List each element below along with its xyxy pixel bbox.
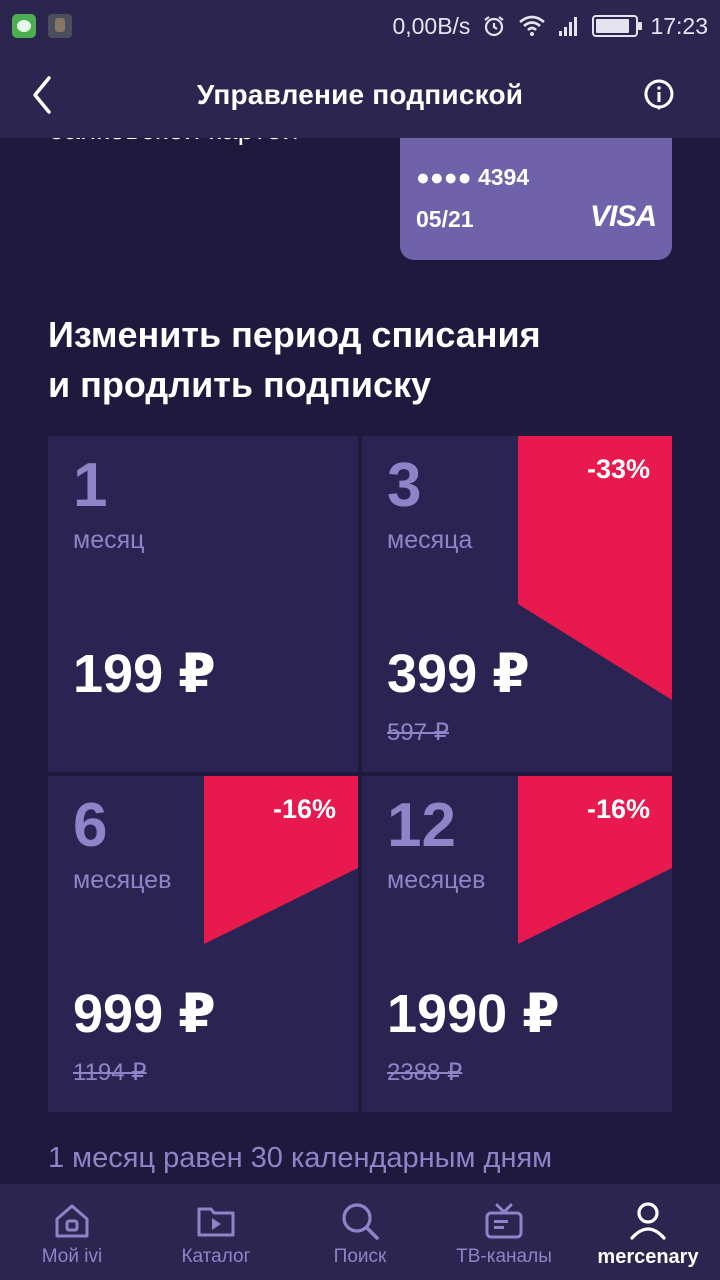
bank-card[interactable]: ●●●● 4394 05/21 VISA bbox=[400, 138, 672, 260]
plan-unit: месяца bbox=[387, 526, 473, 554]
nav-label: Мой ivi bbox=[41, 1246, 103, 1267]
plan-unit: месяцев bbox=[73, 866, 172, 894]
plan-duration: 1 bbox=[73, 451, 108, 520]
plan-old-price: 1194 ₽ bbox=[73, 1059, 147, 1086]
nav-label: ТВ-каналы bbox=[456, 1246, 552, 1267]
plan-tile-12-months[interactable]: -16% 12 месяцев 1990 ₽ 2388 ₽ bbox=[362, 776, 672, 1112]
page-title: Управление подпиской bbox=[196, 79, 524, 110]
nav-label: Поиск bbox=[333, 1246, 387, 1267]
app-header: Управление подпиской bbox=[0, 52, 720, 138]
signal-icon bbox=[558, 15, 580, 37]
discount-ribbon bbox=[518, 436, 672, 700]
discount-badge: -16% bbox=[272, 794, 336, 824]
period-footnote: 1 месяц равен 30 календарным дням bbox=[48, 1142, 553, 1174]
nav-item-tv-channels[interactable]: ТВ-каналы bbox=[432, 1184, 576, 1280]
discount-badge: -33% bbox=[586, 454, 650, 484]
network-speed: 0,00B/s bbox=[392, 12, 471, 39]
plan-price: 399 ₽ bbox=[387, 644, 530, 704]
home-icon bbox=[52, 1198, 92, 1244]
plan-price: 199 ₽ bbox=[73, 644, 216, 704]
plan-tile-3-months[interactable]: -33% 3 месяца 399 ₽ 597 ₽ bbox=[362, 436, 672, 772]
nav-item-my-ivi[interactable]: Мой ivi bbox=[0, 1184, 144, 1280]
plan-tile-1-month[interactable]: 1 месяц 199 ₽ bbox=[48, 436, 358, 772]
bottom-nav: Мой ivi Каталог Поиск ТВ-каналы mercenar… bbox=[0, 1184, 720, 1280]
info-icon bbox=[644, 79, 674, 110]
plan-unit: месяцев bbox=[387, 866, 486, 894]
plan-grid: 1 месяц 199 ₽ -33% 3 месяца 399 ₽ 597 ₽ … bbox=[48, 436, 672, 1112]
nav-label: mercenary bbox=[597, 1246, 699, 1268]
section-title-line-1: Изменить период списания bbox=[48, 314, 541, 355]
visa-logo: VISA bbox=[589, 200, 657, 233]
discount-ribbon bbox=[204, 776, 358, 944]
back-button[interactable] bbox=[22, 72, 62, 118]
content-area: банковской картой ●●●● 4394 05/21 VISA И… bbox=[0, 138, 720, 1184]
nav-item-catalog[interactable]: Каталог bbox=[144, 1184, 288, 1280]
plan-old-price: 597 ₽ bbox=[387, 719, 449, 746]
discount-ribbon bbox=[518, 776, 672, 944]
nav-item-profile[interactable]: mercenary bbox=[576, 1184, 720, 1280]
chevron-left-icon bbox=[33, 76, 51, 114]
catalog-icon bbox=[195, 1198, 237, 1244]
battery-icon bbox=[592, 15, 643, 37]
payment-method-text: банковской картой bbox=[48, 138, 298, 147]
plan-duration: 3 bbox=[387, 451, 422, 520]
plan-old-price: 2388 ₽ bbox=[387, 1059, 463, 1086]
wifi-icon bbox=[518, 15, 546, 37]
nav-label: Каталог bbox=[181, 1246, 251, 1267]
plan-unit: месяц bbox=[73, 526, 145, 554]
plan-price: 999 ₽ bbox=[73, 984, 216, 1044]
plan-duration: 12 bbox=[387, 791, 456, 860]
alarm-icon bbox=[482, 14, 506, 38]
messenger-notification-icon bbox=[12, 14, 36, 38]
profile-icon bbox=[628, 1198, 668, 1244]
card-number: ●●●● 4394 bbox=[416, 164, 530, 190]
clock: 17:23 bbox=[650, 12, 708, 39]
status-bar: 0,00B/s 17:23 bbox=[0, 0, 720, 52]
app-notification-icon bbox=[48, 14, 72, 38]
tv-icon bbox=[483, 1198, 525, 1244]
plan-tile-6-months[interactable]: -16% 6 месяцев 999 ₽ 1194 ₽ bbox=[48, 776, 358, 1112]
plan-price: 1990 ₽ bbox=[387, 984, 560, 1044]
card-expiry: 05/21 bbox=[416, 206, 474, 232]
nav-item-search[interactable]: Поиск bbox=[288, 1184, 432, 1280]
plan-duration: 6 bbox=[73, 791, 108, 860]
info-button[interactable] bbox=[642, 78, 676, 112]
section-title: Изменить период списания и продлить подп… bbox=[48, 310, 668, 410]
search-icon bbox=[339, 1198, 381, 1244]
section-title-line-2: и продлить подписку bbox=[48, 364, 432, 405]
discount-badge: -16% bbox=[586, 794, 650, 824]
